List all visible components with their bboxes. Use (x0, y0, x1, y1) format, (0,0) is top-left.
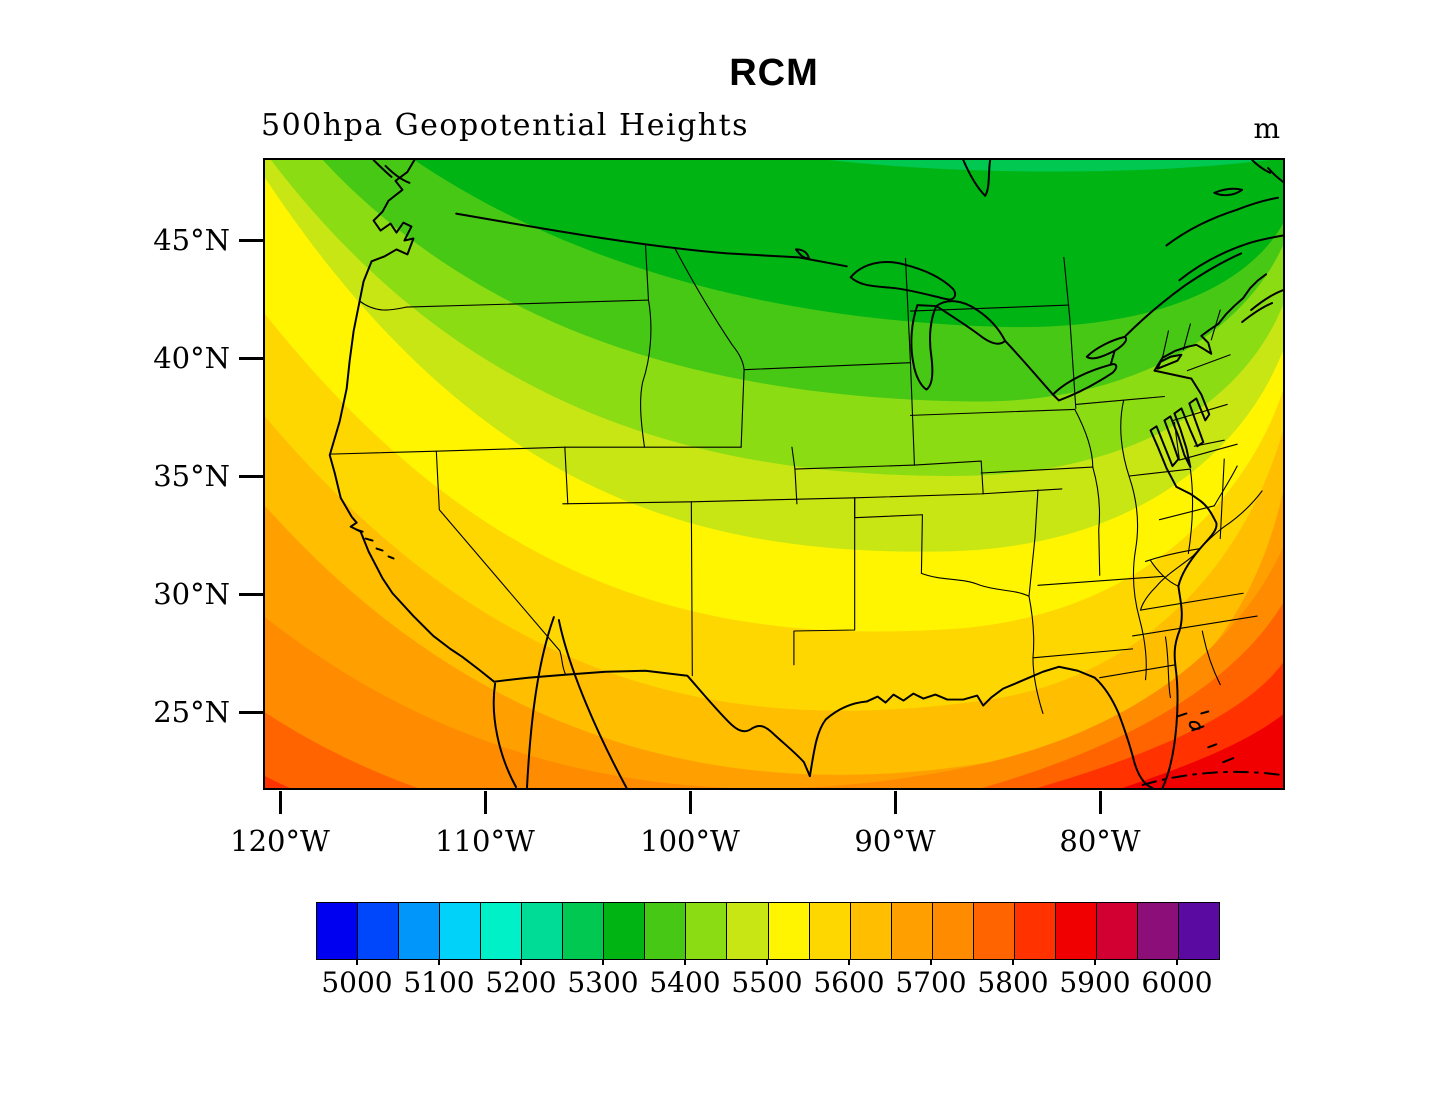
colorbar-tick-label: 5900 (1059, 966, 1131, 999)
baja-california (492, 616, 628, 788)
long-island (1156, 353, 1183, 370)
lat-tick-label: 35°N (153, 459, 230, 493)
colorbar-tick-label: 5100 (403, 966, 475, 999)
anticosti-island (1213, 187, 1244, 197)
colorbar-cell (481, 903, 523, 959)
lon-tick (484, 791, 487, 814)
colorbar-cell (850, 903, 892, 959)
colorbar-cell (1014, 903, 1056, 959)
colorbar-cell (727, 903, 769, 959)
units-label: m (1253, 112, 1280, 145)
lon-tick (1099, 791, 1102, 814)
colorbar-tick (356, 960, 358, 965)
nova-scotia (1241, 289, 1283, 323)
colorbar-tick-label: 5800 (977, 966, 1049, 999)
colorbar-cell (686, 903, 728, 959)
colorbar-cell (645, 903, 687, 959)
colorbar-tick (1094, 960, 1096, 965)
colorbar-cell (1178, 903, 1220, 959)
pacific-coastline (328, 160, 496, 683)
lat-tick (239, 711, 263, 714)
page-title: RCM (729, 52, 819, 94)
lake-winnipeg (962, 160, 992, 197)
gulf-coastline (808, 665, 1154, 788)
contour-bands (265, 160, 1283, 788)
colorbar-cell (809, 903, 851, 959)
colorbar-tick (848, 960, 850, 965)
colorbar-tick-label: 5700 (895, 966, 967, 999)
colorbar-cell (399, 903, 441, 959)
colorbar-cell (358, 903, 400, 959)
colorbar-cell (317, 903, 359, 959)
colorbar-tick (930, 960, 932, 965)
lon-tick (689, 791, 692, 814)
state-borders-layer (329, 244, 1263, 715)
lon-tick-label: 100°W (640, 824, 740, 858)
channel-islands (355, 528, 395, 560)
map-plot-area (265, 160, 1283, 788)
colorbar-tick (1176, 960, 1178, 965)
colorbar-tick-label: 6000 (1141, 966, 1213, 999)
lon-tick (894, 791, 897, 814)
colorbar-cell (932, 903, 974, 959)
colorbar-tick (520, 960, 522, 965)
colorbar-cell (1055, 903, 1097, 959)
lake-michigan (910, 304, 938, 391)
colorbar-cell (522, 903, 564, 959)
colorbar-cell (891, 903, 933, 959)
colorbar-tick-label: 5500 (731, 966, 803, 999)
lat-tick (239, 239, 263, 242)
colorbar (316, 902, 1220, 960)
lon-tick-label: 120°W (230, 824, 330, 858)
lon-tick-label: 80°W (1059, 824, 1141, 858)
colorbar-tick (684, 960, 686, 965)
colorbar-cell (973, 903, 1015, 959)
bahamas-islands (1176, 710, 1235, 764)
colorbar-tick-label: 5300 (567, 966, 639, 999)
lat-tick-label: 25°N (153, 695, 230, 729)
lakes-connectors (1004, 339, 1116, 396)
lat-tick-label: 30°N (153, 577, 230, 611)
colorbar-cell (1096, 903, 1138, 959)
colorbar-tick (1012, 960, 1014, 965)
lon-tick-label: 90°W (854, 824, 936, 858)
plot-subtitle: 500hpa Geopotential Heights (261, 108, 750, 143)
newfoundland-corner (1251, 160, 1283, 183)
lat-tick (239, 475, 263, 478)
colorbar-tick-label: 5000 (321, 966, 393, 999)
canada-border (455, 212, 848, 268)
colorbar-cell (1137, 903, 1179, 959)
colorbar-tick-label: 5600 (813, 966, 885, 999)
lat-tick (239, 357, 263, 360)
colorbar-cell (440, 903, 482, 959)
colorbar-cell (604, 903, 646, 959)
cuba-coast (1141, 770, 1283, 787)
lat-tick-label: 45°N (153, 223, 230, 257)
lake-of-the-woods (794, 248, 810, 260)
st-lawrence-coast (1124, 196, 1283, 337)
lake-superior (849, 261, 957, 301)
lat-tick (239, 593, 263, 596)
colorbar-cell (563, 903, 605, 959)
lake-ontario (1085, 335, 1128, 360)
vancouver-island (372, 160, 411, 184)
lat-tick-label: 40°N (153, 341, 230, 375)
lake-erie (1051, 363, 1118, 402)
colorbar-tick (766, 960, 768, 965)
colorbar-tick-label: 5400 (649, 966, 721, 999)
contour-map (263, 158, 1285, 790)
colorbar-tick-label: 5200 (485, 966, 557, 999)
lon-tick (279, 791, 282, 814)
colorbar-cell (768, 903, 810, 959)
colorbar-tick (602, 960, 604, 965)
mexico-border-rio-grande (493, 669, 811, 778)
lon-tick-label: 110°W (435, 824, 535, 858)
colorbar-tick (438, 960, 440, 965)
